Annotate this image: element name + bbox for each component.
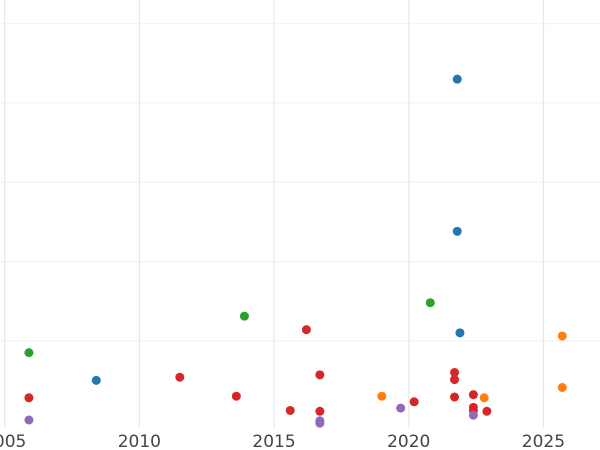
data-point-series0-0 xyxy=(91,375,101,385)
data-point-series2-1 xyxy=(175,372,185,382)
data-point-series2-8 xyxy=(450,367,460,377)
data-point-series4-2 xyxy=(315,418,325,428)
data-point-series3-3 xyxy=(557,383,567,393)
data-point-series2-0 xyxy=(24,393,34,403)
data-point-series1-0 xyxy=(24,348,34,358)
data-point-series2-14 xyxy=(482,406,492,416)
x-tick-label-2005: 2005 xyxy=(0,432,26,450)
data-point-series3-2 xyxy=(557,331,567,341)
data-point-series0-1 xyxy=(452,74,462,84)
data-point-series2-6 xyxy=(315,406,325,416)
data-point-series0-2 xyxy=(452,226,462,236)
points-layer xyxy=(24,74,567,428)
data-point-series2-9 xyxy=(450,375,460,385)
x-tick-labels: 2005 2010 2015 2020 2025 xyxy=(0,432,565,450)
data-point-series4-0 xyxy=(24,415,34,425)
data-point-series3-0 xyxy=(377,391,387,401)
data-point-series2-7 xyxy=(409,397,419,407)
data-point-series2-3 xyxy=(285,405,295,415)
data-point-series0-3 xyxy=(455,328,465,338)
data-point-series2-5 xyxy=(315,370,325,380)
x-tick-label-2015: 2015 xyxy=(252,432,295,450)
data-point-series2-10 xyxy=(450,392,460,402)
data-point-series4-4 xyxy=(468,410,478,420)
data-point-series1-2 xyxy=(425,298,435,308)
data-point-series3-1 xyxy=(479,393,489,403)
data-point-series1-1 xyxy=(239,311,249,321)
data-point-series4-3 xyxy=(396,403,406,413)
x-tick-label-2025: 2025 xyxy=(522,432,565,450)
x-tick-label-2020: 2020 xyxy=(387,432,430,450)
data-point-series2-2 xyxy=(231,391,241,401)
x-tick-label-2010: 2010 xyxy=(118,432,161,450)
grid-layer xyxy=(0,0,600,428)
data-point-series2-4 xyxy=(301,325,311,335)
data-point-series2-11 xyxy=(468,390,478,400)
